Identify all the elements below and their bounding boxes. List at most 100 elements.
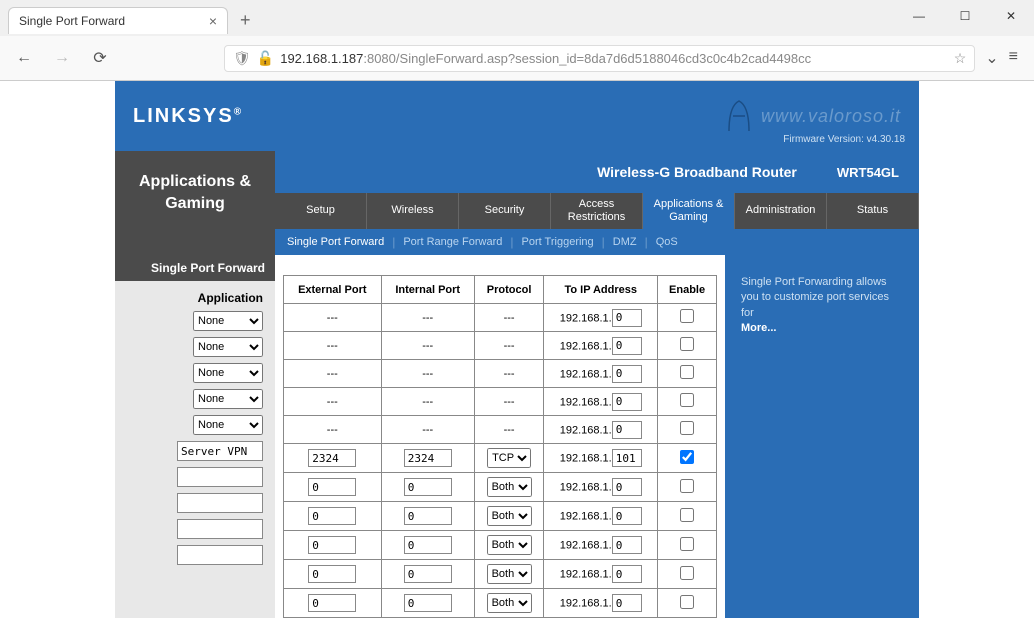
port-forward-table: External PortInternal PortProtocolTo IP … bbox=[283, 275, 717, 618]
bookmark-icon[interactable]: ☆ bbox=[954, 50, 967, 67]
enable-checkbox[interactable] bbox=[680, 337, 694, 351]
ip-input[interactable] bbox=[612, 337, 642, 355]
subtab-single-port-forward[interactable]: Single Port Forward bbox=[287, 236, 384, 248]
tab-administration[interactable]: Administration bbox=[735, 193, 827, 229]
enable-checkbox[interactable] bbox=[680, 595, 694, 609]
application-input-1[interactable] bbox=[177, 467, 263, 487]
application-select-3[interactable]: None bbox=[193, 389, 263, 409]
tab-access-restrictions[interactable]: AccessRestrictions bbox=[551, 193, 643, 229]
application-input-0[interactable] bbox=[177, 441, 263, 461]
table-row: Both192.168.1. bbox=[284, 473, 717, 502]
back-button[interactable]: ← bbox=[10, 44, 38, 72]
minimize-button[interactable]: — bbox=[896, 0, 942, 32]
ip-input[interactable] bbox=[612, 565, 642, 583]
enable-checkbox[interactable] bbox=[680, 537, 694, 551]
ip-input[interactable] bbox=[612, 478, 642, 496]
application-select-4[interactable]: None bbox=[193, 415, 263, 435]
enable-checkbox[interactable] bbox=[680, 421, 694, 435]
close-button[interactable]: ✕ bbox=[988, 0, 1034, 32]
protocol-select[interactable]: Both bbox=[487, 564, 532, 584]
enable-checkbox[interactable] bbox=[680, 508, 694, 522]
application-column: None None None None None bbox=[115, 311, 275, 565]
column-header: Protocol bbox=[474, 276, 544, 304]
internal-port-input[interactable] bbox=[404, 478, 452, 496]
pocket-icon[interactable]: ⌄ bbox=[985, 48, 998, 68]
enable-checkbox[interactable] bbox=[680, 566, 694, 580]
tab-security[interactable]: Security bbox=[459, 193, 551, 229]
subnav-row: Single Port Forward|Port Range Forward|P… bbox=[115, 229, 919, 255]
application-input-3[interactable] bbox=[177, 519, 263, 539]
application-select-1[interactable]: None bbox=[193, 337, 263, 357]
table-row: ---------192.168.1. bbox=[284, 388, 717, 416]
application-input-2[interactable] bbox=[177, 493, 263, 513]
internal-port-input[interactable] bbox=[404, 536, 452, 554]
column-header: Internal Port bbox=[381, 276, 474, 304]
external-port-input[interactable] bbox=[308, 449, 356, 467]
router-page: LINKSYS® www.valoroso.it Firmware Versio… bbox=[115, 81, 919, 618]
column-header: Enable bbox=[658, 276, 717, 304]
application-select-0[interactable]: None bbox=[193, 311, 263, 331]
subnav-spacer bbox=[115, 229, 275, 255]
ip-input[interactable] bbox=[612, 309, 642, 327]
ip-input[interactable] bbox=[612, 421, 642, 439]
menu-icon[interactable]: ≡ bbox=[1009, 48, 1018, 68]
external-port-input[interactable] bbox=[308, 536, 356, 554]
enable-checkbox[interactable] bbox=[680, 393, 694, 407]
forward-button[interactable]: → bbox=[48, 44, 76, 72]
enable-checkbox[interactable] bbox=[680, 479, 694, 493]
external-port-input[interactable] bbox=[308, 594, 356, 612]
protocol-select[interactable]: Both bbox=[487, 477, 532, 497]
application-select-2[interactable]: None bbox=[193, 363, 263, 383]
application-input-4[interactable] bbox=[177, 545, 263, 565]
application-label: Application bbox=[115, 281, 275, 311]
ip-input[interactable] bbox=[612, 594, 642, 612]
internal-port-input[interactable] bbox=[404, 565, 452, 583]
url-box[interactable]: 🛡 🔓 192.168.1.187:8080/SingleForward.asp… bbox=[224, 45, 975, 72]
external-port-input[interactable] bbox=[308, 507, 356, 525]
ip-input[interactable] bbox=[612, 536, 642, 554]
tab-setup[interactable]: Setup bbox=[275, 193, 367, 229]
protocol-select[interactable]: Both bbox=[487, 535, 532, 555]
tab-status[interactable]: Status bbox=[827, 193, 919, 229]
protocol-select[interactable]: Both bbox=[487, 506, 532, 526]
new-tab-button[interactable]: + bbox=[232, 10, 259, 31]
protocol-select[interactable]: TCP bbox=[487, 448, 531, 468]
subtab-port-range-forward[interactable]: Port Range Forward bbox=[403, 236, 502, 248]
enable-checkbox[interactable] bbox=[680, 365, 694, 379]
external-port-input[interactable] bbox=[308, 565, 356, 583]
internal-port-input[interactable] bbox=[404, 594, 452, 612]
table-row: Both192.168.1. bbox=[284, 589, 717, 618]
ip-input[interactable] bbox=[612, 365, 642, 383]
sidebar: Single Port Forward Application NoneNone… bbox=[115, 255, 275, 618]
browser-tab[interactable]: Single Port Forward × bbox=[8, 7, 228, 34]
maximize-button[interactable]: ☐ bbox=[942, 0, 988, 32]
table-row: TCP192.168.1. bbox=[284, 444, 717, 473]
table-row: ---------192.168.1. bbox=[284, 304, 717, 332]
internal-port-input[interactable] bbox=[404, 449, 452, 467]
external-port-input[interactable] bbox=[308, 478, 356, 496]
ip-input[interactable] bbox=[612, 449, 642, 467]
firmware-version: Firmware Version: v4.30.18 bbox=[783, 134, 905, 145]
main-area: External PortInternal PortProtocolTo IP … bbox=[275, 255, 919, 618]
help-more-link[interactable]: More... bbox=[741, 322, 776, 334]
table-wrap: External PortInternal PortProtocolTo IP … bbox=[275, 255, 725, 618]
ip-input[interactable] bbox=[612, 507, 642, 525]
nav-row: Gaming SetupWirelessSecurityAccessRestri… bbox=[115, 193, 919, 229]
table-row: ---------192.168.1. bbox=[284, 360, 717, 388]
shield-icon: 🛡 bbox=[233, 50, 251, 67]
tab-applications-gaming[interactable]: Applications &Gaming bbox=[643, 193, 735, 229]
protocol-select[interactable]: Both bbox=[487, 593, 532, 613]
reload-button[interactable]: ⟳ bbox=[86, 44, 114, 72]
enable-checkbox[interactable] bbox=[680, 450, 694, 464]
column-header: To IP Address bbox=[544, 276, 658, 304]
close-icon[interactable]: × bbox=[209, 14, 217, 28]
ip-input[interactable] bbox=[612, 393, 642, 411]
tab-wireless[interactable]: Wireless bbox=[367, 193, 459, 229]
internal-port-input[interactable] bbox=[404, 507, 452, 525]
url-text: 192.168.1.187:8080/SingleForward.asp?ses… bbox=[280, 51, 947, 66]
enable-checkbox[interactable] bbox=[680, 309, 694, 323]
subtab-port-triggering[interactable]: Port Triggering bbox=[522, 236, 594, 248]
subtab-qos[interactable]: QoS bbox=[656, 236, 678, 248]
subtab-dmz[interactable]: DMZ bbox=[613, 236, 637, 248]
tab-title: Single Port Forward bbox=[19, 14, 201, 28]
